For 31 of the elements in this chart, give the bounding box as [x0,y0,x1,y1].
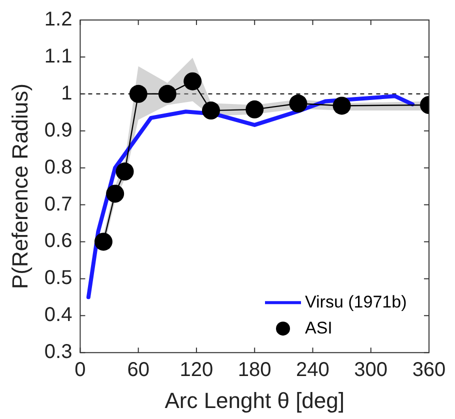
point [202,102,220,120]
point [94,232,112,251]
y-tick-label: 0.4 [44,304,72,326]
legend-label: Virsu (1971b) [305,292,407,312]
x-tick-label: 0 [74,359,86,382]
y-axis-title: P(Reference Radius) [7,84,32,290]
y-tick-label: 0.7 [44,193,72,216]
y-tick-label: 1.2 [44,8,72,31]
y-tick-label: 0.6 [44,230,72,252]
x-tick-label: 240 [296,359,330,382]
x-tick-label: 180 [238,359,272,382]
x-tick-label: 300 [354,359,388,382]
point [246,100,264,118]
y-tick-label: 0.8 [44,156,72,178]
x-tick-label: 60 [127,359,150,382]
x-tick-label: 120 [180,359,214,382]
x-axis-title: Arc Lenght θ [deg] [164,388,344,413]
point [129,84,148,103]
y-tick-label: 1.1 [44,45,72,68]
y-tick-label: 1 [61,82,72,104]
point [106,184,124,203]
point [289,94,308,113]
y-tick-label: 0.3 [44,341,72,364]
point [116,162,134,181]
y-tick-label: 0.9 [44,119,72,142]
point [332,96,351,115]
x-tick-label: 360 [412,359,446,382]
legend-label: ASI [305,318,332,338]
point [158,84,176,103]
point [184,72,202,90]
y-tick-label: 0.5 [44,267,72,290]
